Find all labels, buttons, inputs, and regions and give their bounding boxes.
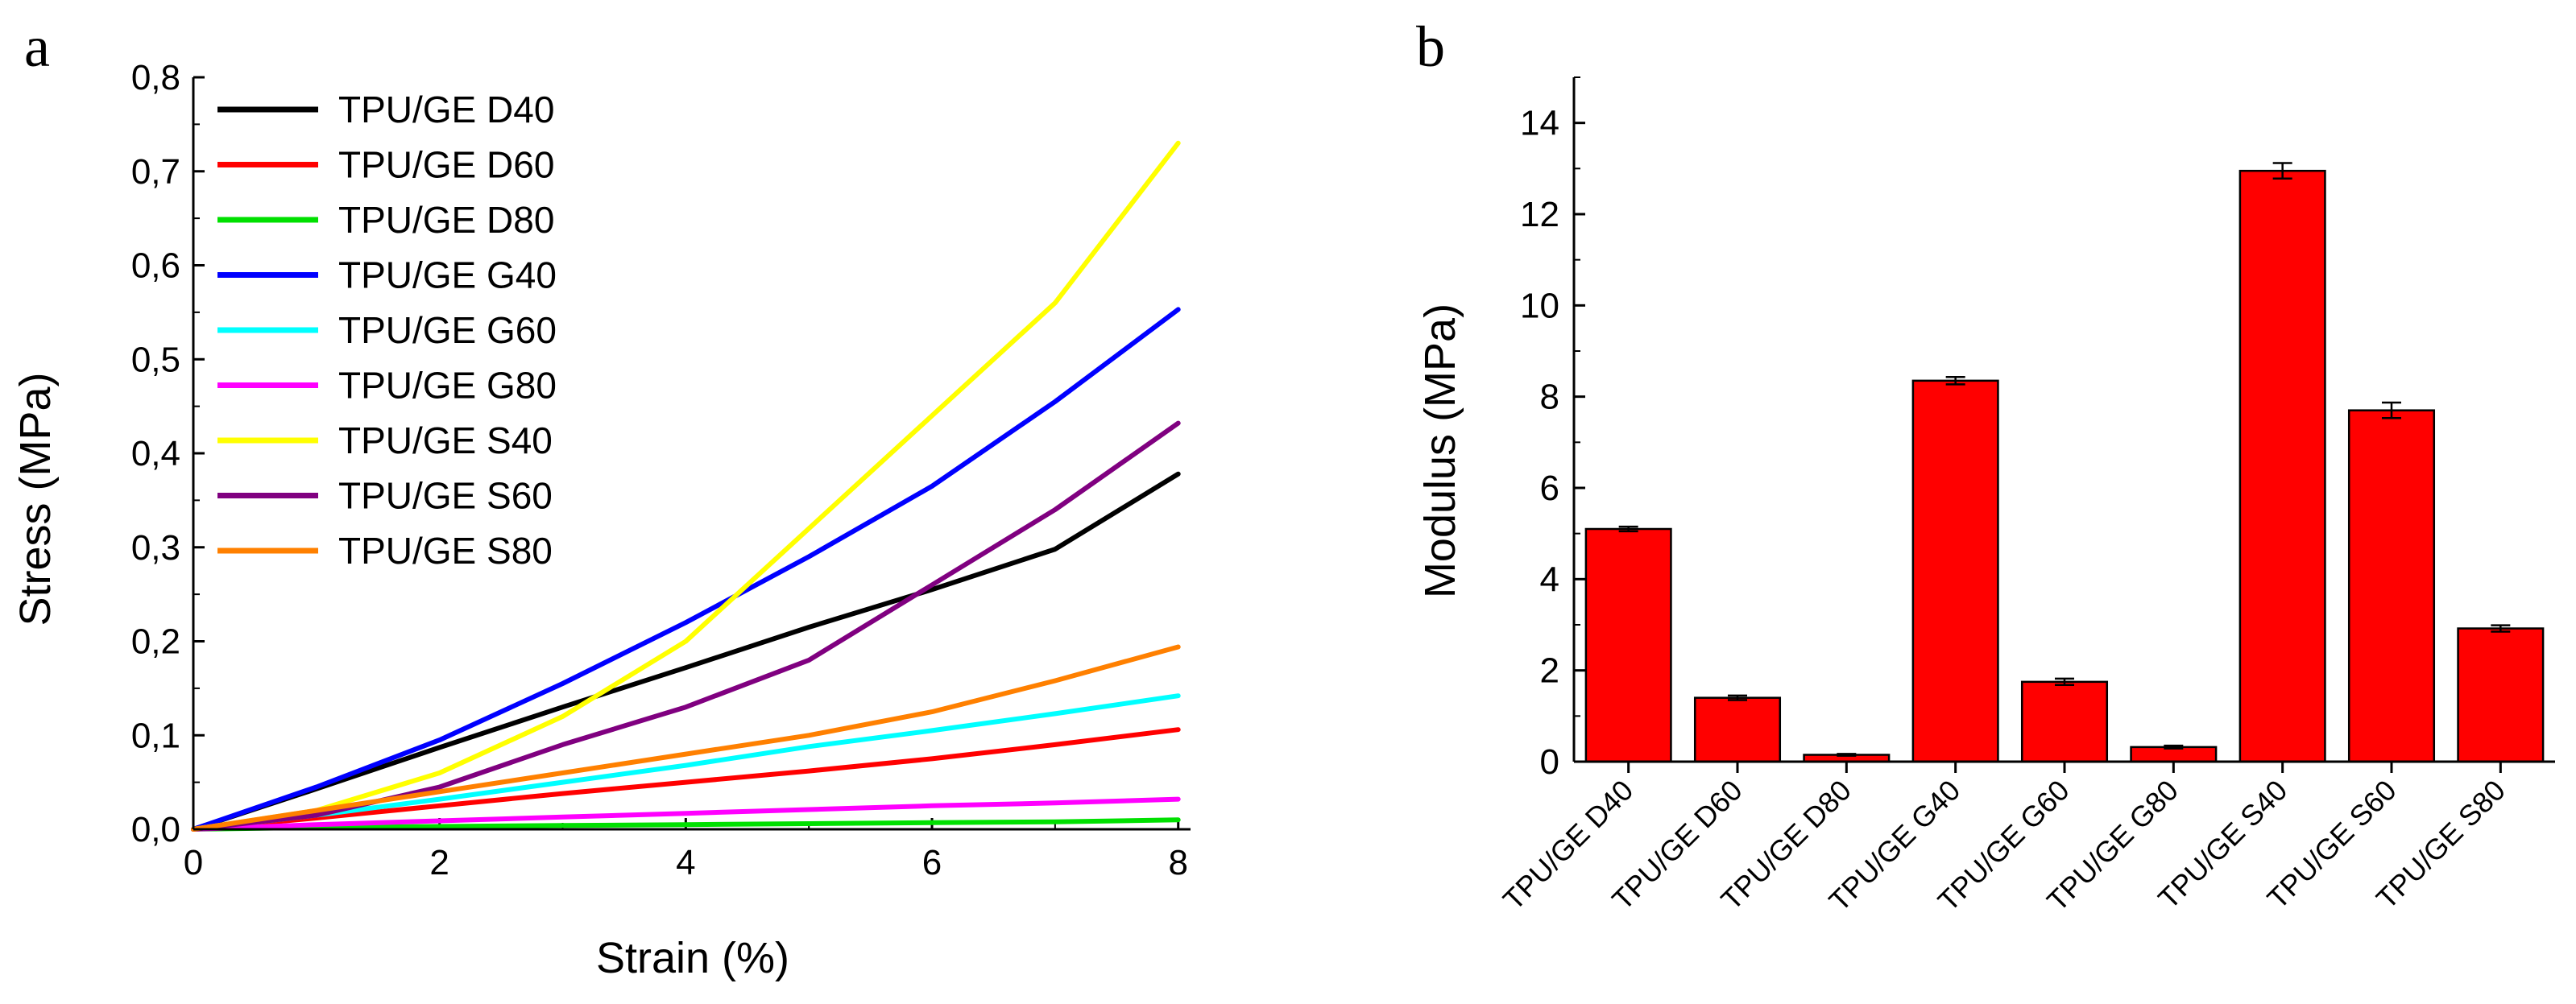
legend-label-tpu-ge-g40: TPU/GE G40 (338, 254, 557, 296)
legend-label-tpu-ge-s40: TPU/GE S40 (338, 419, 553, 461)
y-axis-title-b: Modulus (MPa) (1416, 304, 1464, 598)
chart-a-series (191, 140, 1181, 832)
bar-tpu-ge-s60 (2347, 409, 2436, 763)
series-line-tpu-ge-g80 (191, 796, 1181, 832)
legend-label-tpu-ge-g60: TPU/GE G60 (338, 309, 557, 351)
y-tick-label-b: 8 (1540, 378, 1559, 417)
series-line-tpu-ge-s40 (191, 140, 1181, 832)
panel-label-b: b (1416, 14, 1445, 79)
x-axis-title-a: Strain (%) (596, 934, 789, 982)
bar-tpu-ge-d60 (1693, 696, 1782, 763)
series-line-tpu-ge-s80 (191, 644, 1181, 832)
x-tick-label-a: 8 (1168, 843, 1187, 882)
x-tick-label-a: 0 (184, 843, 203, 882)
bar-tpu-ge-d40 (1584, 527, 1672, 763)
x-tick-label-a: 6 (922, 843, 942, 882)
y-tick-label-b: 0 (1540, 742, 1559, 782)
chart-a-legend: TPU/GE D40 TPU/GE D60 TPU/GE D80 TPU/GE G40… (217, 89, 557, 572)
y-tick-label-a: 0,0 (131, 810, 180, 849)
chart-b-axes (1572, 77, 2555, 763)
y-tick-label-b: 2 (1540, 651, 1559, 691)
bar-tpu-ge-s40 (2238, 169, 2326, 763)
y-tick-label-b: 10 (1520, 286, 1559, 325)
panel-label-a: a (24, 14, 50, 79)
x-tick-label-a: 4 (676, 843, 695, 882)
legend-label-tpu-ge-d40: TPU/GE D40 (338, 89, 554, 130)
series-line-tpu-ge-d60 (191, 727, 1181, 832)
y-tick-label-a: 0,3 (131, 528, 180, 568)
y-tick-label-a: 0,6 (131, 246, 180, 286)
bar-tpu-ge-s80 (2457, 627, 2545, 763)
y-tick-label-b: 14 (1520, 104, 1559, 143)
y-tick-label-a: 0,5 (131, 340, 180, 379)
series-line-tpu-ge-d80 (191, 817, 1181, 832)
legend-label-tpu-ge-s60: TPU/GE S60 (338, 475, 553, 517)
y-tick-label-a: 0,1 (131, 716, 180, 755)
bar-tpu-ge-g40 (1911, 379, 1999, 763)
x-tick-label-a: 2 (429, 843, 449, 882)
chart-a-axes (192, 77, 1191, 831)
chart-b-bars (1584, 162, 2545, 763)
y-tick-label-b: 6 (1540, 469, 1559, 508)
y-tick-label-b: 4 (1540, 560, 1559, 599)
legend-label-tpu-ge-d60: TPU/GE D60 (338, 144, 554, 186)
y-axis-title-a: Stress (MPa) (11, 372, 60, 626)
y-tick-label-a: 0,8 (131, 58, 180, 97)
legend-label-tpu-ge-s80: TPU/GE S80 (338, 530, 553, 572)
y-tick-label-a: 0,2 (131, 622, 180, 662)
bar-tpu-ge-g60 (2020, 680, 2109, 763)
y-tick-label-a: 0,4 (131, 434, 180, 473)
series-line-tpu-ge-g40 (191, 307, 1181, 832)
series-line-tpu-ge-d40 (191, 471, 1181, 832)
stress-strain-chart: 0,0 0,1 0,2 0,3 0,4 0,5 0,6 0,7 0,8 0 2 4 6 8 TPU/GE … (11, 58, 1191, 982)
y-tick-label-b: 12 (1520, 195, 1559, 234)
series-line-tpu-ge-g60 (191, 693, 1181, 832)
legend-label-tpu-ge-g80: TPU/GE G80 (338, 365, 557, 407)
chart-a-ticks: 0,0 0,1 0,2 0,3 0,4 0,5 0,6 0,7 0,8 0 2 4 6 8 (131, 58, 1188, 882)
legend-label-tpu-ge-d80: TPU/GE D80 (338, 199, 554, 241)
y-tick-label-a: 0,7 (131, 152, 180, 192)
